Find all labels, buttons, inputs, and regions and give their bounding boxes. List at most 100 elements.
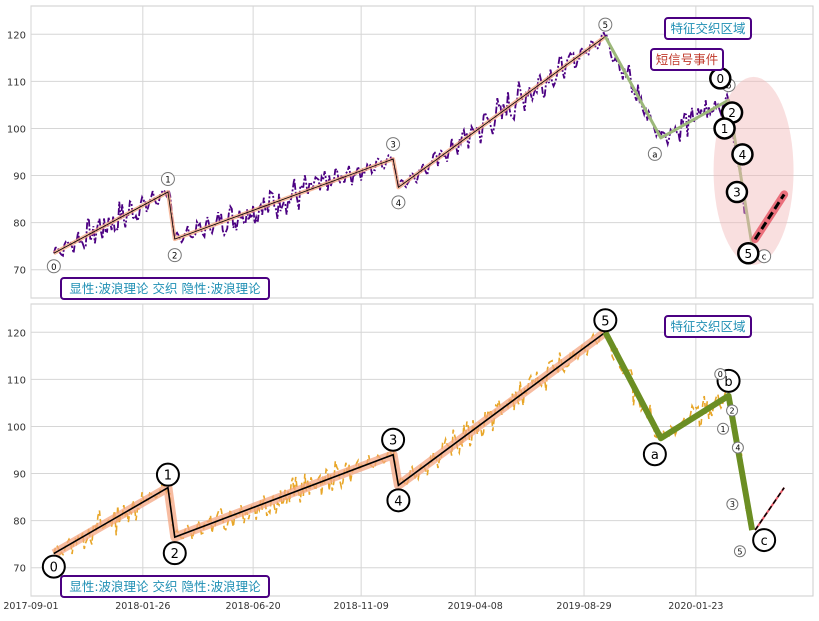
bottom-legend-box: 显性:波浪理论 交织 隐性:波浪理论 bbox=[60, 575, 270, 598]
wave-label-marker bbox=[391, 195, 406, 210]
wave-label: 2 bbox=[172, 252, 177, 262]
minor-wave-label: 4 bbox=[735, 444, 740, 453]
wave-label-marker bbox=[647, 146, 662, 161]
short-signal-label: 短信号事件 bbox=[656, 52, 719, 67]
wave-label: 2 bbox=[171, 547, 179, 562]
bottom-region-label: 特征交织区域 bbox=[670, 319, 745, 334]
wave-label: 3 bbox=[389, 434, 397, 449]
signal-line bbox=[754, 487, 785, 531]
wave-label: a bbox=[652, 150, 657, 160]
top-region-label-box: 特征交织区域 bbox=[664, 17, 752, 40]
wave-label: b bbox=[724, 375, 732, 390]
wave-label-marker bbox=[155, 462, 180, 487]
y-tick-label: 90 bbox=[13, 172, 26, 183]
x-tick-label: 2018-11-09 bbox=[334, 601, 389, 612]
correction-wave-line bbox=[602, 330, 756, 531]
wave-label-marker bbox=[642, 442, 667, 467]
wave-label-marker bbox=[381, 427, 406, 452]
minor-wave-marker bbox=[731, 441, 744, 454]
wave-label: 1 bbox=[164, 469, 172, 484]
x-tick-label: 2020-01-23 bbox=[668, 601, 723, 612]
x-tick-label: 2018-01-26 bbox=[115, 601, 170, 612]
bottom-y-ticks: 70 80 90 100 110 120 bbox=[7, 328, 26, 574]
short-signal-label-box: 短信号事件 bbox=[650, 48, 724, 71]
wave-label: 4 bbox=[396, 199, 401, 209]
y-tick-label: 100 bbox=[7, 124, 26, 135]
wave-label: 0 bbox=[51, 263, 56, 273]
minor-wave-label: 0 bbox=[718, 370, 723, 379]
wave-label: a bbox=[651, 448, 659, 463]
minor-wave-marker bbox=[726, 498, 739, 511]
wave-label-marker bbox=[386, 137, 401, 152]
wave-label: 5 bbox=[603, 21, 608, 31]
bottom-plot-area bbox=[30, 303, 814, 597]
x-tick-label: 2019-04-08 bbox=[448, 601, 503, 612]
wave-label: 3 bbox=[390, 141, 395, 151]
wave-label-marker bbox=[162, 541, 187, 566]
wave-label: b bbox=[726, 82, 731, 92]
wave-label-marker bbox=[167, 248, 182, 263]
top-legend-label: 显性:波浪理论 交织 隐性:波浪理论 bbox=[69, 281, 261, 296]
x-tick-label: 2019-08-29 bbox=[556, 601, 611, 612]
wave-label-marker bbox=[593, 308, 618, 333]
y-tick-label: 70 bbox=[13, 266, 26, 277]
minor-wave-label: 0 bbox=[716, 72, 724, 86]
signal-line bbox=[753, 193, 786, 240]
bottom-legend-label: 显性:波浪理论 交织 隐性:波浪理论 bbox=[69, 579, 261, 594]
minor-wave-marker bbox=[717, 422, 730, 435]
wave-label-marker bbox=[41, 554, 66, 579]
wave-label: 4 bbox=[394, 494, 402, 509]
y-tick-label: 70 bbox=[13, 564, 26, 575]
minor-wave-label: 3 bbox=[733, 186, 741, 200]
impulse-wave-line bbox=[53, 36, 606, 254]
x-tick-label: 2017-09-01 bbox=[3, 601, 58, 612]
wave-label-marker bbox=[46, 259, 61, 274]
minor-wave-marker bbox=[737, 242, 760, 265]
minor-wave-marker bbox=[726, 404, 739, 417]
minor-wave-label: 2 bbox=[730, 407, 735, 416]
bottom-region-label-box: 特征交织区域 bbox=[664, 315, 752, 338]
y-tick-label: 90 bbox=[13, 470, 26, 481]
y-tick-label: 80 bbox=[13, 517, 26, 528]
y-tick-label: 120 bbox=[7, 30, 26, 41]
minor-wave-marker bbox=[713, 117, 736, 140]
wave-label: 0 bbox=[50, 561, 58, 576]
wave-label: 5 bbox=[601, 314, 609, 329]
minor-wave-label: 4 bbox=[739, 148, 747, 162]
wave-label-marker bbox=[598, 17, 613, 32]
minor-wave-label: 1 bbox=[720, 425, 725, 434]
bottom-x-ticks: 2017-09-01 2018-01-26 2018-06-20 2018-11-09… bbox=[3, 601, 723, 612]
minor-wave-marker bbox=[725, 180, 749, 204]
minor-wave-marker bbox=[731, 143, 754, 166]
bottom-wave-lines bbox=[51, 328, 785, 558]
x-tick-label: 2018-06-20 bbox=[226, 601, 281, 612]
minor-wave-label: 2 bbox=[728, 106, 736, 120]
y-tick-label: 100 bbox=[7, 422, 26, 433]
minor-wave-marker bbox=[733, 545, 746, 558]
minor-wave-label: 5 bbox=[744, 247, 752, 261]
minor-wave-marker bbox=[714, 368, 727, 381]
wave-label: c bbox=[761, 534, 768, 549]
wave-label-marker bbox=[752, 528, 777, 553]
top-legend-box: 显性:波浪理论 交织 隐性:波浪理论 bbox=[60, 277, 270, 300]
wave-label-marker bbox=[386, 488, 411, 513]
top-y-ticks: 70 80 90 100 110 120 bbox=[7, 30, 26, 276]
y-tick-label: 110 bbox=[7, 375, 26, 386]
y-tick-label: 80 bbox=[13, 219, 26, 230]
minor-wave-label: 5 bbox=[737, 547, 742, 556]
wave-label: 1 bbox=[165, 176, 170, 186]
y-tick-label: 120 bbox=[7, 328, 26, 339]
minor-wave-label: 3 bbox=[730, 500, 735, 509]
impulse-wave-line bbox=[53, 331, 606, 555]
wave-label: c bbox=[762, 253, 767, 263]
wave-label-marker bbox=[160, 172, 175, 187]
top-region-label: 特征交织区域 bbox=[670, 21, 745, 36]
correction-wave-line bbox=[604, 35, 754, 247]
minor-wave-label: 1 bbox=[721, 122, 729, 136]
